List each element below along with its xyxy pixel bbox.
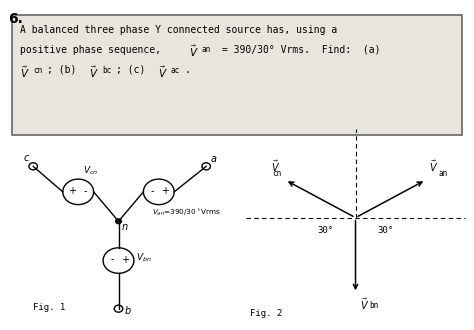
Text: ac: ac: [171, 66, 180, 75]
Text: +: +: [121, 254, 129, 265]
Text: 30°: 30°: [317, 226, 333, 235]
Circle shape: [114, 305, 123, 312]
Text: b: b: [124, 306, 131, 315]
Text: $\vec{V}$: $\vec{V}$: [429, 159, 438, 174]
Text: $\vec{V}$: $\vec{V}$: [189, 44, 199, 59]
Circle shape: [63, 179, 94, 205]
Text: = 390/30° Vrms.  Find:  (a): = 390/30° Vrms. Find: (a): [216, 45, 381, 55]
Text: n: n: [122, 222, 128, 232]
Text: +: +: [162, 186, 169, 196]
Text: positive phase sequence,: positive phase sequence,: [20, 45, 173, 55]
Circle shape: [202, 163, 210, 170]
Text: bn: bn: [369, 301, 378, 310]
Text: Fig. 1: Fig. 1: [33, 303, 65, 312]
Text: +: +: [68, 186, 75, 196]
Text: -: -: [150, 186, 154, 196]
Circle shape: [29, 163, 37, 170]
Text: .: .: [185, 65, 191, 75]
Text: $V_{bn}$: $V_{bn}$: [136, 251, 151, 264]
Text: ; (b): ; (b): [47, 65, 82, 75]
Text: an: an: [438, 169, 447, 178]
Text: $V_{an}$=390/30$^\circ$Vrms: $V_{an}$=390/30$^\circ$Vrms: [152, 208, 220, 218]
Text: 6.: 6.: [8, 12, 23, 26]
Text: A balanced three phase Y connected source has, using a: A balanced three phase Y connected sourc…: [20, 25, 337, 35]
Text: -: -: [110, 254, 114, 265]
Text: a: a: [211, 154, 217, 164]
Text: $\vec{V}$: $\vec{V}$: [271, 159, 280, 174]
Text: bc: bc: [102, 66, 111, 75]
Text: $\vec{V}$: $\vec{V}$: [89, 65, 99, 81]
Text: -: -: [83, 186, 87, 196]
Text: $V_{cn}$: $V_{cn}$: [83, 165, 98, 177]
FancyBboxPatch shape: [12, 15, 462, 135]
Text: $\vec{V}$: $\vec{V}$: [20, 65, 30, 81]
Text: cn: cn: [33, 66, 42, 75]
Text: an: an: [202, 45, 211, 54]
Text: c: c: [23, 153, 28, 163]
Circle shape: [103, 248, 134, 273]
Text: Fig. 2: Fig. 2: [250, 310, 282, 318]
Circle shape: [143, 179, 174, 205]
Text: $\vec{V}$: $\vec{V}$: [360, 297, 370, 313]
Text: $\vec{V}$: $\vec{V}$: [158, 65, 168, 81]
Circle shape: [116, 219, 121, 224]
Text: cn: cn: [273, 169, 282, 178]
Text: ; (c): ; (c): [116, 65, 151, 75]
Text: 30°: 30°: [378, 226, 394, 235]
